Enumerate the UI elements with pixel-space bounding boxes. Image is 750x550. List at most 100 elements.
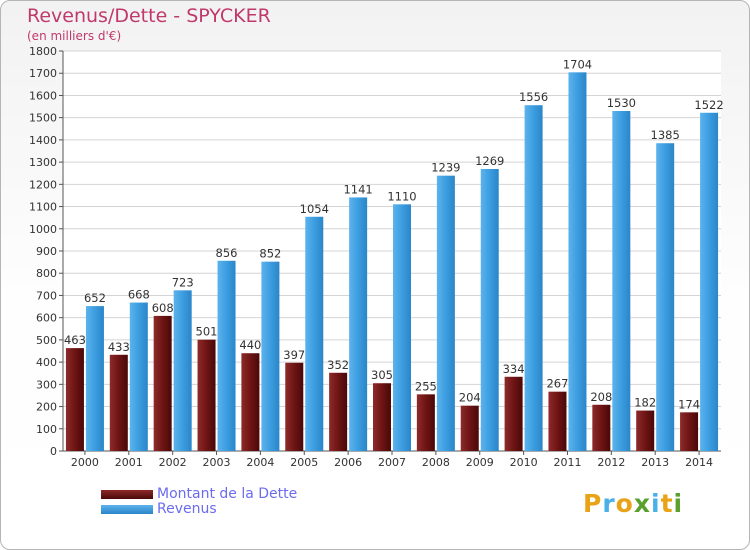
x-tick-label: 2004 [246,456,274,469]
bar-revenus [85,306,104,451]
logo-letter: P [583,489,603,518]
bar-revenus [524,105,543,451]
bar-revenus [700,112,719,452]
proxiti-logo: Proxiti [583,489,683,518]
bar-revenus [217,260,236,451]
chart-subtitle: (en milliers d'€) [27,29,122,43]
x-tick-label: 2013 [641,456,669,469]
bar-dette [504,376,523,451]
data-label-revenus: 1530 [607,96,636,110]
bar-dette [592,404,611,451]
logo-letter: i [651,489,661,518]
chart-title: Revenus/Dette - SPYCKER [27,5,271,27]
x-tick-label: 2009 [466,456,494,469]
legend-label-revenus: Revenus [157,501,217,517]
bar-dette [241,353,260,451]
y-tick-label: 600 [36,312,57,325]
logo-letter: r [602,489,616,518]
data-label-dette: 501 [196,325,218,339]
y-tick-label: 200 [36,401,57,414]
logo-letter: o [615,489,634,518]
legend-swatch-revenus [101,505,153,514]
y-tick-label: 1700 [29,67,57,80]
data-label-revenus: 652 [84,291,106,305]
data-label-revenus: 1110 [387,189,416,203]
logo-letter: x [633,489,651,518]
y-tick-label: 1200 [29,178,57,191]
logo-letter: i [673,489,684,518]
bar-revenus [129,302,148,451]
x-tick-label: 2014 [685,456,713,469]
bar-revenus [349,197,368,451]
data-label-revenus: 1269 [475,154,504,168]
y-tick-label: 1000 [29,223,57,236]
bar-revenus [568,72,587,451]
x-tick-label: 2005 [290,456,318,469]
data-label-dette: 255 [415,379,437,393]
data-label-dette: 463 [64,333,86,347]
bar-dette [65,348,84,451]
data-label-revenus: 856 [216,246,238,260]
data-label-dette: 397 [283,348,305,362]
data-label-revenus: 668 [128,288,150,302]
data-label-dette: 182 [634,396,656,410]
data-label-revenus: 852 [259,247,281,261]
x-tick-label: 2010 [510,456,538,469]
x-tick-label: 2007 [378,456,406,469]
data-label-revenus: 1239 [431,161,460,175]
bar-revenus [612,111,631,451]
bar-revenus [480,169,499,451]
legend-item-revenus: Revenus [101,502,297,517]
y-tick-label: 800 [36,267,57,280]
x-tick-label: 2003 [203,456,231,469]
data-label-dette: 204 [459,391,481,405]
bar-revenus [656,143,675,451]
legend: Montant de la Dette Revenus [101,487,297,517]
bar-dette [636,410,655,451]
logo-letter: t [660,489,674,518]
data-label-revenus: 1704 [563,57,592,71]
y-tick-label: 1100 [29,201,57,214]
bar-dette [548,391,567,451]
bar-dette [109,354,128,451]
data-label-revenus: 1556 [519,90,548,104]
x-tick-label: 2002 [159,456,187,469]
bar-revenus [173,290,192,451]
data-label-dette: 174 [678,397,700,411]
x-tick-label: 2001 [115,456,143,469]
bar-dette [153,315,172,451]
data-label-dette: 608 [152,301,174,315]
bar-revenus [261,261,280,451]
y-tick-label: 500 [36,334,57,347]
x-tick-label: 2011 [553,456,581,469]
bar-dette [460,405,479,451]
data-label-dette: 334 [503,362,525,376]
y-tick-label: 1300 [29,156,57,169]
legend-label-dette: Montant de la Dette [157,486,298,502]
y-tick-label: 900 [36,245,57,258]
bar-dette [197,339,216,451]
y-tick-label: 0 [50,445,57,458]
legend-swatch-dette [101,490,153,499]
data-label-dette: 267 [546,377,568,391]
bar-dette [285,362,304,451]
bar-revenus [393,204,411,451]
x-tick-label: 2012 [597,456,625,469]
data-label-revenus: 1522 [694,98,723,112]
y-tick-label: 100 [36,423,57,436]
data-label-revenus: 1141 [343,182,372,196]
bar-dette [373,383,391,451]
data-label-dette: 440 [239,338,261,352]
y-tick-label: 1600 [29,89,57,102]
y-tick-label: 300 [36,378,57,391]
data-label-dette: 305 [371,368,393,382]
data-label-revenus: 1054 [300,202,329,216]
x-tick-label: 2008 [422,456,450,469]
x-tick-label: 2006 [334,456,362,469]
bar-revenus [305,216,324,451]
bar-dette [680,412,699,451]
y-tick-label: 1500 [29,112,57,125]
x-tick-label: 2000 [71,456,99,469]
y-tick-label: 700 [36,289,57,302]
